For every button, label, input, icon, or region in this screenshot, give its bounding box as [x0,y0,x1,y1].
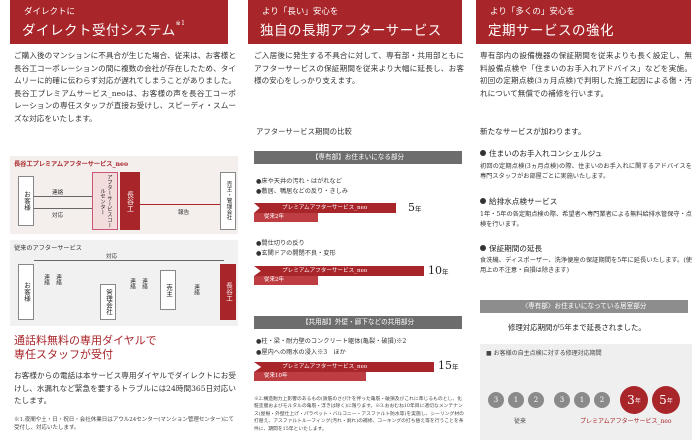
old-period-bar: 従来2年 [254,213,318,222]
column-regular-service: より「多くの」安心を 定期サービスの強化 専有部内の設備機器の保証期間を従来より… [472,0,697,446]
private-area-bar: 【専有部】お住まいになる部分 [254,151,462,164]
report-line [140,204,220,205]
diagram-caption: 長谷工プレミアムアフターサービス_neo [14,161,129,168]
item: ●柱・梁・耐力壁のコンクリート躯体(亀裂・破損)※2 [256,338,407,345]
years-label: 15年 [438,359,459,372]
contact-label: 連絡 [141,278,147,290]
common-area-bar: 【共用部】外壁・廊下などの共用部分 [254,316,462,329]
new-label: プレミアムアフターサービス_neo [580,418,672,425]
item: ●屋内への雨水の浸入※3 ほか [256,349,346,356]
new-period-bar: プレミアムアフターサービス_neo [254,266,424,276]
header-subtitle: より「多くの」安心を [490,7,575,17]
years-label: 5年 [408,201,422,214]
header-subtitle: ダイレクトに [24,7,76,17]
haseko-box: 長谷工 [120,172,140,230]
regular-service-header: より「多くの」安心を 定期サービスの強化 [476,0,691,44]
manager-box: 管理会社 [100,284,116,320]
long-term-header: より「長い」安心を 独自の長期アフターサービス [248,0,462,44]
header-title: ダイレクト受付システム※1 [22,20,186,39]
service-item-text: 1年・5年の各定期点検の際、希望者へ専門業者による無料給排水管保守・点検を行いま… [480,211,692,228]
contact-label: 連絡 [193,284,199,296]
header-title: 定期サービスの強化 [488,23,614,39]
seller-box: 売主 [160,270,176,310]
direct-reception-header: ダイレクトに ダイレクト受付システム※1 [10,0,228,44]
call-heading-1: 通話料無料の専用ダイヤルで [14,334,157,347]
compare-title: アフターサービス期間の比較 [256,127,352,136]
new-service-diagram: 長谷工プレミアムアフターサービス_neo お客様 連絡 対応 アフターサービスコ… [10,156,238,234]
contact-label: 連絡 [55,274,61,286]
period-circle: 1 [508,392,524,408]
period-circle: 1 [574,392,590,408]
respond-label: 対応 [52,213,64,219]
old-period-bar: 従来2年 [254,276,318,285]
intro-text: ご入居後に発生する不具合に対して、専有部・共用部ともにアフターサービスの保証期間… [254,51,464,86]
service-item-title: 保証期間の延長 [480,243,542,254]
new-period-bar: プレミアムアフターサービス_neo [254,362,434,372]
seller-box: 売主・管理会社 [220,172,236,230]
new-period-bar: プレミアムアフターサービス_neo [254,203,396,213]
intro-text: 専有部内の設備機器の保証期間を従来よりも長く設定し、無料設備点検や「住まいのお手… [480,51,692,98]
call-text: お客様からの電話は本サービス専用ダイヤルでダイレクトにお受けし、水漏れなど緊急を… [14,371,236,406]
haseko-box: 長谷工 [220,264,236,320]
service-item-title: 住まいのお手入れコンシェルジュ [480,148,602,159]
service-item-text: 初回の定期点検(3ヵ月点検)の際、住まいのお手入れに関するアドバイスを専門スタッ… [480,163,692,180]
contact-label: 連絡 [129,278,135,290]
call-heading-2: 専任スタッフが受付 [14,348,113,361]
contact-label: 連絡 [43,274,49,286]
period-circle: 3 [554,392,570,408]
connector-line [34,208,92,209]
bullet-icon [480,150,486,156]
call-center-box: アフターサービスコールセンター [92,172,118,230]
old-label: 従来 [514,418,527,425]
customer-box: お客様 [18,176,34,226]
item: ●間仕切りの反り [256,240,305,247]
old-period-bar: 従来10年 [254,372,366,381]
period-circle: 2 [528,392,544,408]
item: ●玄関ドアの開閉不良・変形 [256,250,336,257]
item: ●敷居、鴨居などの反り・きしみ [256,188,349,195]
private-room-band: 〈専有部〉お住まいになっている居室部分 [480,300,688,313]
connector-line [34,260,224,261]
connector-line [34,196,92,197]
header-subtitle: より「長い」安心を [262,7,339,17]
header-title: 独自の長期アフターサービス [260,23,442,39]
years-label: 10年 [428,264,449,277]
column-long-term-service: より「長い」安心を 独自の長期アフターサービス ご入居後に発生する不具合に対して… [244,0,466,446]
item: ●床や天井の汚れ・はがれなど [256,178,342,185]
intro-text: ご購入後のマンションに不具合が生じた場合、従来は、お客様と長谷工コーポレーション… [14,51,236,123]
period-circle: 2 [594,392,610,408]
old-service-diagram: 従来のアフターサービス 対応 お客様 連絡 連絡 管理会社 連絡 連絡 売主 連… [10,240,238,326]
footnote: ※1.夜間や土・日・祝日・会社休業日はアウル24センター(マンション管理センター… [14,417,235,431]
report-label: 報告 [178,210,190,216]
service-item-title: 給排水点検サービス [480,196,557,207]
contact-label: 連絡 [52,190,64,196]
bullet-icon [480,245,486,251]
band-text: 修理対応期間が5年まで延長されました。 [508,323,646,332]
column-direct-reception: ダイレクトに ダイレクト受付システム※1 ご購入後のマンションに不具合が生じた場… [0,0,238,446]
respond-label: 対応 [106,254,118,260]
period-circle: 3 [488,392,504,408]
new-services-title: 新たなサービスが加わります。 [480,127,586,136]
service-item-text: 食洗機、ディスポーザー、洗浄便座の保証期間を5年に延長いたします。(使用上の不注… [480,257,692,274]
box-title: ■ お客様の自主点検に対する修理対応期間 [486,350,602,357]
bullet-icon [480,198,486,204]
customer-box: お客様 [18,264,34,320]
footnote: ※2.構造耐力上影響のあるもの(鉄筋のさび汁を伴った亀裂・破損及びこれに準じるも… [254,397,464,432]
diagram-caption: 従来のアフターサービス [14,245,82,252]
